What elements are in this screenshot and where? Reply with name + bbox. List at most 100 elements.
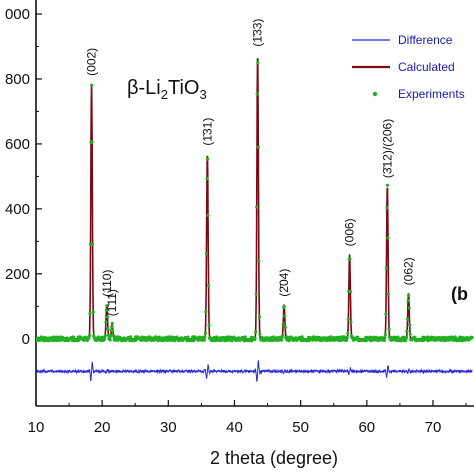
experiment-point xyxy=(91,242,95,246)
experiment-point xyxy=(386,236,390,240)
experiment-point xyxy=(207,323,211,327)
peak-label: (002) xyxy=(85,48,99,76)
experiment-point xyxy=(106,327,110,331)
experiment-point xyxy=(243,335,247,339)
experiment-point xyxy=(250,339,254,343)
x-tick-label: 40 xyxy=(226,419,243,436)
experiment-point xyxy=(105,315,110,319)
experiment-point xyxy=(257,315,261,319)
y-tick-label: 000 xyxy=(5,6,30,23)
experiment-point xyxy=(300,335,304,339)
experiment-point xyxy=(77,338,81,342)
experiment-point xyxy=(408,323,412,327)
experiment-point xyxy=(349,320,353,324)
y-tick-label: 200 xyxy=(5,266,30,283)
peak-labels: (002) (110)(1̄11) (1̄31) (1̄33) (2̄04) (006) (… xyxy=(85,19,416,317)
experiment-point xyxy=(108,338,112,342)
experiment-point xyxy=(364,339,368,343)
experiment-point xyxy=(104,320,108,324)
experiment-point xyxy=(407,306,411,310)
peak-label: (3̄12)/(206) xyxy=(380,119,394,178)
y-tick-label: 800 xyxy=(5,71,30,88)
experiment-point xyxy=(356,335,360,340)
experiment-point xyxy=(103,333,107,338)
experiment-point xyxy=(207,283,211,288)
experiment-point xyxy=(257,259,261,263)
y-tick-label: 0 xyxy=(22,331,30,348)
experiment-point xyxy=(88,312,92,316)
experiment-point xyxy=(283,325,287,329)
experiment-point xyxy=(385,206,389,210)
x-axis-ticks: 10 20 30 40 50 60 70 xyxy=(28,400,467,436)
peak-label: (2̄04) xyxy=(277,269,291,297)
experiment-point xyxy=(282,304,286,308)
x-tick-label: 10 xyxy=(28,419,45,436)
experiment-point xyxy=(104,308,108,312)
experiment-point xyxy=(192,339,196,343)
experiment-point xyxy=(281,333,285,337)
experiment-point xyxy=(407,294,411,298)
experiment-point xyxy=(406,317,410,321)
x-tick-label: 30 xyxy=(160,419,177,436)
experiment-point xyxy=(205,176,209,181)
series-experiments xyxy=(36,60,474,343)
experiment-point xyxy=(408,332,412,336)
experiment-point xyxy=(383,333,387,337)
experiment-point xyxy=(109,334,113,338)
experiment-point xyxy=(384,266,388,270)
experiment-point xyxy=(348,290,352,294)
x-tick-label: 60 xyxy=(358,419,375,436)
legend-swatch-experiments xyxy=(372,91,378,97)
series-difference xyxy=(36,360,473,382)
experiment-point xyxy=(387,327,391,331)
experiment-point xyxy=(134,338,138,342)
experiment-point xyxy=(72,335,76,339)
panel-label: (b xyxy=(451,284,468,304)
experiment-point xyxy=(129,335,133,339)
peak-label: (062) xyxy=(401,257,415,285)
experiment-point xyxy=(258,332,262,336)
experiment-point xyxy=(256,60,260,65)
experiment-point xyxy=(406,299,410,303)
experiment-point xyxy=(203,331,207,335)
experiment-point xyxy=(280,338,284,342)
x-axis-label: 2 theta (degree) xyxy=(210,448,338,468)
experiment-point xyxy=(90,140,94,144)
legend-label-difference: Difference xyxy=(398,33,453,47)
experiment-point xyxy=(202,338,206,342)
experiment-point xyxy=(281,322,285,326)
peak-label: (1̄11) xyxy=(105,289,119,316)
experiment-point xyxy=(206,213,210,217)
experiment-point xyxy=(255,92,259,96)
peak-label: (006) xyxy=(343,218,357,246)
experiment-point xyxy=(346,317,350,321)
experiment-point xyxy=(386,292,391,296)
experiment-point xyxy=(383,336,387,340)
experiment-point xyxy=(110,321,114,325)
experiment-point xyxy=(254,330,258,334)
experiment-point xyxy=(405,329,409,333)
experiment-point xyxy=(186,335,190,339)
experiment-point xyxy=(254,292,258,296)
experiment-point xyxy=(345,335,349,340)
experiment-point xyxy=(382,338,386,342)
experiment-point xyxy=(346,331,350,336)
experiment-point xyxy=(205,157,210,161)
legend-label-calculated: Calculated xyxy=(398,60,455,74)
y-axis-ticks: 0 200 400 600 800 000 xyxy=(5,6,42,348)
experiment-point xyxy=(87,333,92,338)
experiment-point xyxy=(283,314,287,318)
experiment-point xyxy=(87,336,91,340)
series-layer xyxy=(36,58,474,382)
x-tick-label: 70 xyxy=(425,419,442,436)
experiment-point xyxy=(102,338,106,342)
peak-label: (110) xyxy=(100,270,114,297)
phase-label: β-Li2TiO3 xyxy=(127,77,207,102)
experiment-point xyxy=(404,335,409,339)
experiment-point xyxy=(470,335,474,339)
experiment-point xyxy=(90,83,94,87)
y-tick-label: 400 xyxy=(5,201,30,218)
experiment-point xyxy=(91,310,95,314)
experiment-point xyxy=(348,257,352,261)
